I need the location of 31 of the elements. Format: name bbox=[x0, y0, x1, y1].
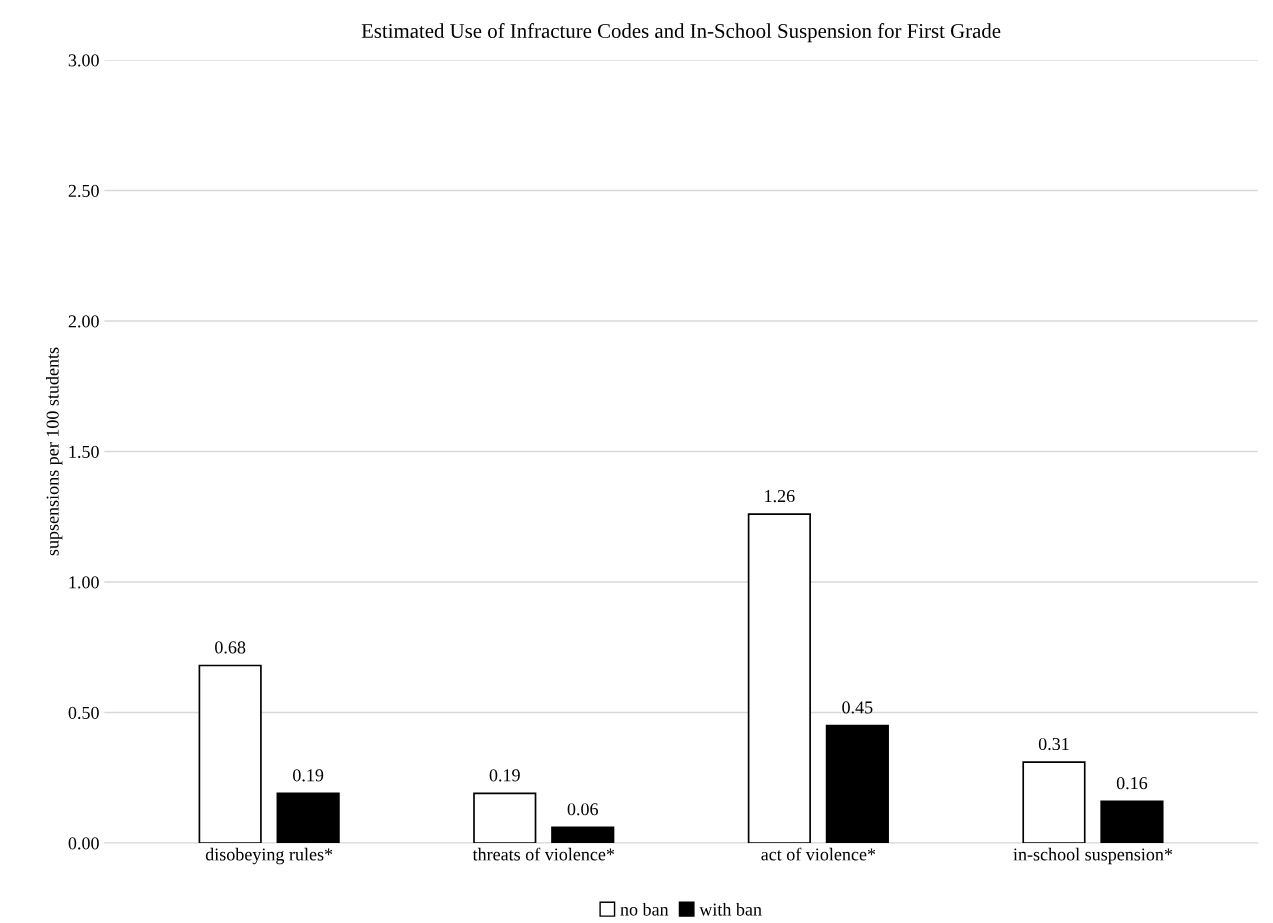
data-label: 1.26 bbox=[765, 489, 795, 503]
data-label: 0.06 bbox=[567, 803, 599, 816]
bar bbox=[276, 792, 340, 843]
x-tick-label: disobeying rules* bbox=[205, 847, 333, 865]
data-label: 0.19 bbox=[489, 769, 520, 782]
bar bbox=[747, 513, 811, 843]
y-tick-label: 1.50 bbox=[69, 445, 99, 459]
x-tick-label: threats of violence* bbox=[472, 847, 615, 861]
bar bbox=[825, 724, 889, 843]
data-label: 0.68 bbox=[215, 641, 246, 654]
bar bbox=[551, 826, 615, 843]
y-tick-label: 1.00 bbox=[69, 576, 99, 589]
y-tick-label: 2.50 bbox=[68, 184, 99, 198]
y-axis-title: supsensions per 100 students bbox=[46, 347, 63, 556]
y-tick-label: 2.00 bbox=[68, 315, 99, 328]
bar bbox=[1022, 761, 1086, 843]
y-tick-label: 0.50 bbox=[68, 706, 99, 719]
data-label: 0.45 bbox=[842, 701, 873, 714]
legend-label: no ban bbox=[620, 902, 669, 916]
x-tick-label: act of violence* bbox=[761, 847, 876, 861]
y-tick-label: 0.00 bbox=[68, 837, 99, 850]
bar bbox=[473, 792, 537, 843]
x-tick-label: in-school suspension* bbox=[1013, 847, 1173, 865]
data-label: 0.19 bbox=[293, 769, 324, 782]
data-label: 0.16 bbox=[1116, 777, 1148, 790]
y-tick-label: 3.00 bbox=[68, 54, 99, 67]
bar bbox=[198, 664, 262, 843]
bar bbox=[1100, 800, 1164, 843]
chart-title: Estimated Use of Infracture Codes and In-School Suspension for First Grade bbox=[361, 23, 1001, 43]
data-label: 0.31 bbox=[1038, 737, 1069, 751]
legend-label: with ban bbox=[699, 902, 762, 916]
